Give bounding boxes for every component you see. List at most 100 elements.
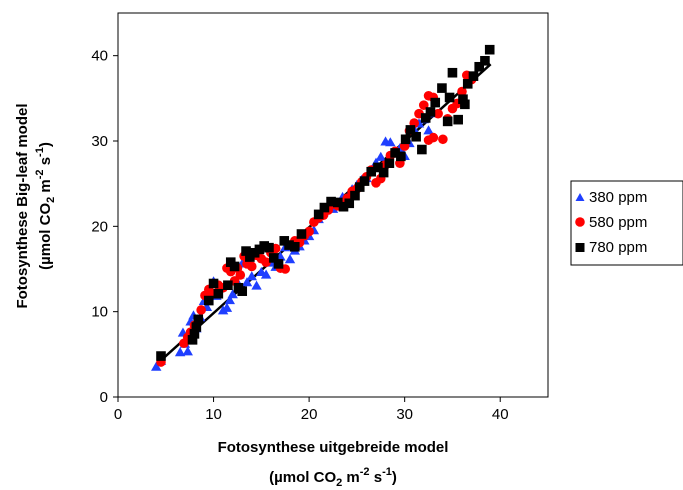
point-780-ppm (344, 198, 355, 209)
axis-ticks: 0 10 20 30 40 0 10 20 30 40 (91, 48, 508, 423)
plot-area-frame (117, 12, 549, 398)
point-780-ppm (319, 202, 330, 213)
point-780-ppm (405, 125, 416, 135)
legend-label-380: 380 ppm (589, 189, 647, 206)
y-axis-title: Fotosynthese Big-leaf model (14, 103, 31, 308)
x-axis-title: Fotosynthese uitgebreide model (218, 439, 449, 456)
point-780-ppm (462, 79, 473, 89)
point-780-ppm (326, 196, 336, 207)
point-780-ppm (229, 261, 240, 272)
legend-marker-380 (575, 193, 585, 201)
point-780-ppm (430, 97, 441, 108)
point-380-ppm (224, 295, 235, 305)
point-380-ppm (227, 289, 238, 299)
y-tick-label: 30 (91, 133, 108, 150)
point-780-ppm (420, 113, 431, 123)
point-780-ppm (350, 190, 360, 201)
point-780-ppm (273, 259, 284, 269)
point-780-ppm (332, 197, 343, 208)
point-580-ppm (438, 134, 448, 145)
point-780-ppm (264, 242, 274, 253)
point-380-ppm (284, 254, 296, 264)
point-780-ppm (425, 107, 436, 117)
point-780-ppm (390, 148, 400, 158)
point-380-ppm (221, 302, 233, 312)
point-580-ppm (428, 132, 439, 143)
point-780-ppm (400, 134, 411, 145)
point-780-ppm (203, 295, 214, 306)
point-780-ppm (156, 351, 166, 361)
point-580-ppm (457, 86, 467, 97)
point-580-ppm (246, 261, 257, 272)
point-380-ppm (385, 137, 396, 147)
y-tick-label: 0 (100, 389, 108, 406)
x-tick-label: 30 (396, 406, 413, 423)
point-780-ppm (437, 83, 447, 93)
point-780-ppm (223, 280, 233, 291)
point-780-ppm (313, 209, 324, 220)
point-780-ppm (460, 99, 470, 110)
point-380-ppm (251, 280, 262, 290)
legend: 380 ppm 580 ppm 780 ppm (570, 180, 683, 266)
x-tick-label: 0 (114, 406, 122, 423)
point-780-ppm (191, 322, 202, 332)
point-580-ppm (304, 226, 314, 237)
point-380-ppm (182, 346, 193, 356)
legend-marker-780 (575, 243, 585, 252)
point-780-ppm (411, 131, 421, 142)
point-780-ppm (241, 246, 251, 256)
point-780-ppm (378, 167, 389, 178)
point-780-ppm (366, 166, 377, 177)
point-380-ppm (423, 125, 434, 135)
point-780-ppm (417, 144, 427, 155)
point-780-ppm (208, 278, 219, 289)
point-580-ppm (433, 108, 443, 119)
point-780-ppm (474, 61, 484, 72)
point-380-ppm (151, 361, 162, 371)
point-780-ppm (396, 151, 406, 162)
point-780-ppm (484, 44, 495, 55)
point-780-ppm (187, 335, 198, 345)
point-380-ppm (246, 271, 257, 281)
point-780-ppm (237, 286, 248, 296)
legend-marker-580 (575, 217, 585, 227)
point-780-ppm (458, 94, 468, 104)
point-780-ppm (384, 158, 395, 168)
point-580-ppm (235, 270, 246, 280)
point-780-ppm (468, 71, 479, 81)
point-380-ppm (260, 269, 272, 279)
point-780-ppm (338, 201, 349, 212)
point-580-ppm (261, 257, 271, 267)
x-axis-unit: (µmol CO2 m-2 s-1) (269, 466, 397, 489)
point-780-ppm (213, 288, 224, 299)
y-tick-label: 20 (91, 218, 108, 235)
legend-label-780: 780 ppm (589, 239, 647, 256)
point-780-ppm (268, 253, 279, 263)
point-780-ppm (354, 182, 365, 192)
point-780-ppm (296, 229, 307, 239)
point-780-ppm (453, 114, 463, 125)
point-780-ppm (189, 329, 200, 339)
point-780-ppm (444, 92, 455, 103)
y-tick-label: 40 (91, 48, 108, 65)
point-780-ppm (289, 242, 300, 252)
legend-label-580: 580 ppm (589, 214, 647, 231)
point-580-ppm (196, 305, 206, 315)
x-tick-label: 20 (301, 406, 318, 423)
data-points (151, 44, 495, 371)
point-780-ppm (284, 240, 294, 250)
point-380-ppm (241, 277, 253, 287)
legend-box (570, 180, 683, 266)
point-780-ppm (193, 314, 204, 325)
point-780-ppm (480, 55, 490, 66)
point-780-ppm (442, 116, 453, 127)
x-tick-label: 10 (205, 406, 222, 423)
point-380-ppm (375, 151, 386, 161)
point-380-ppm (174, 347, 186, 357)
y-tick-label: 10 (91, 304, 108, 321)
point-780-ppm (359, 176, 370, 186)
y-axis-unit: (µmol CO2 m-2 s-1) (34, 142, 57, 270)
point-780-ppm (447, 67, 458, 78)
point-780-ppm (373, 162, 383, 173)
